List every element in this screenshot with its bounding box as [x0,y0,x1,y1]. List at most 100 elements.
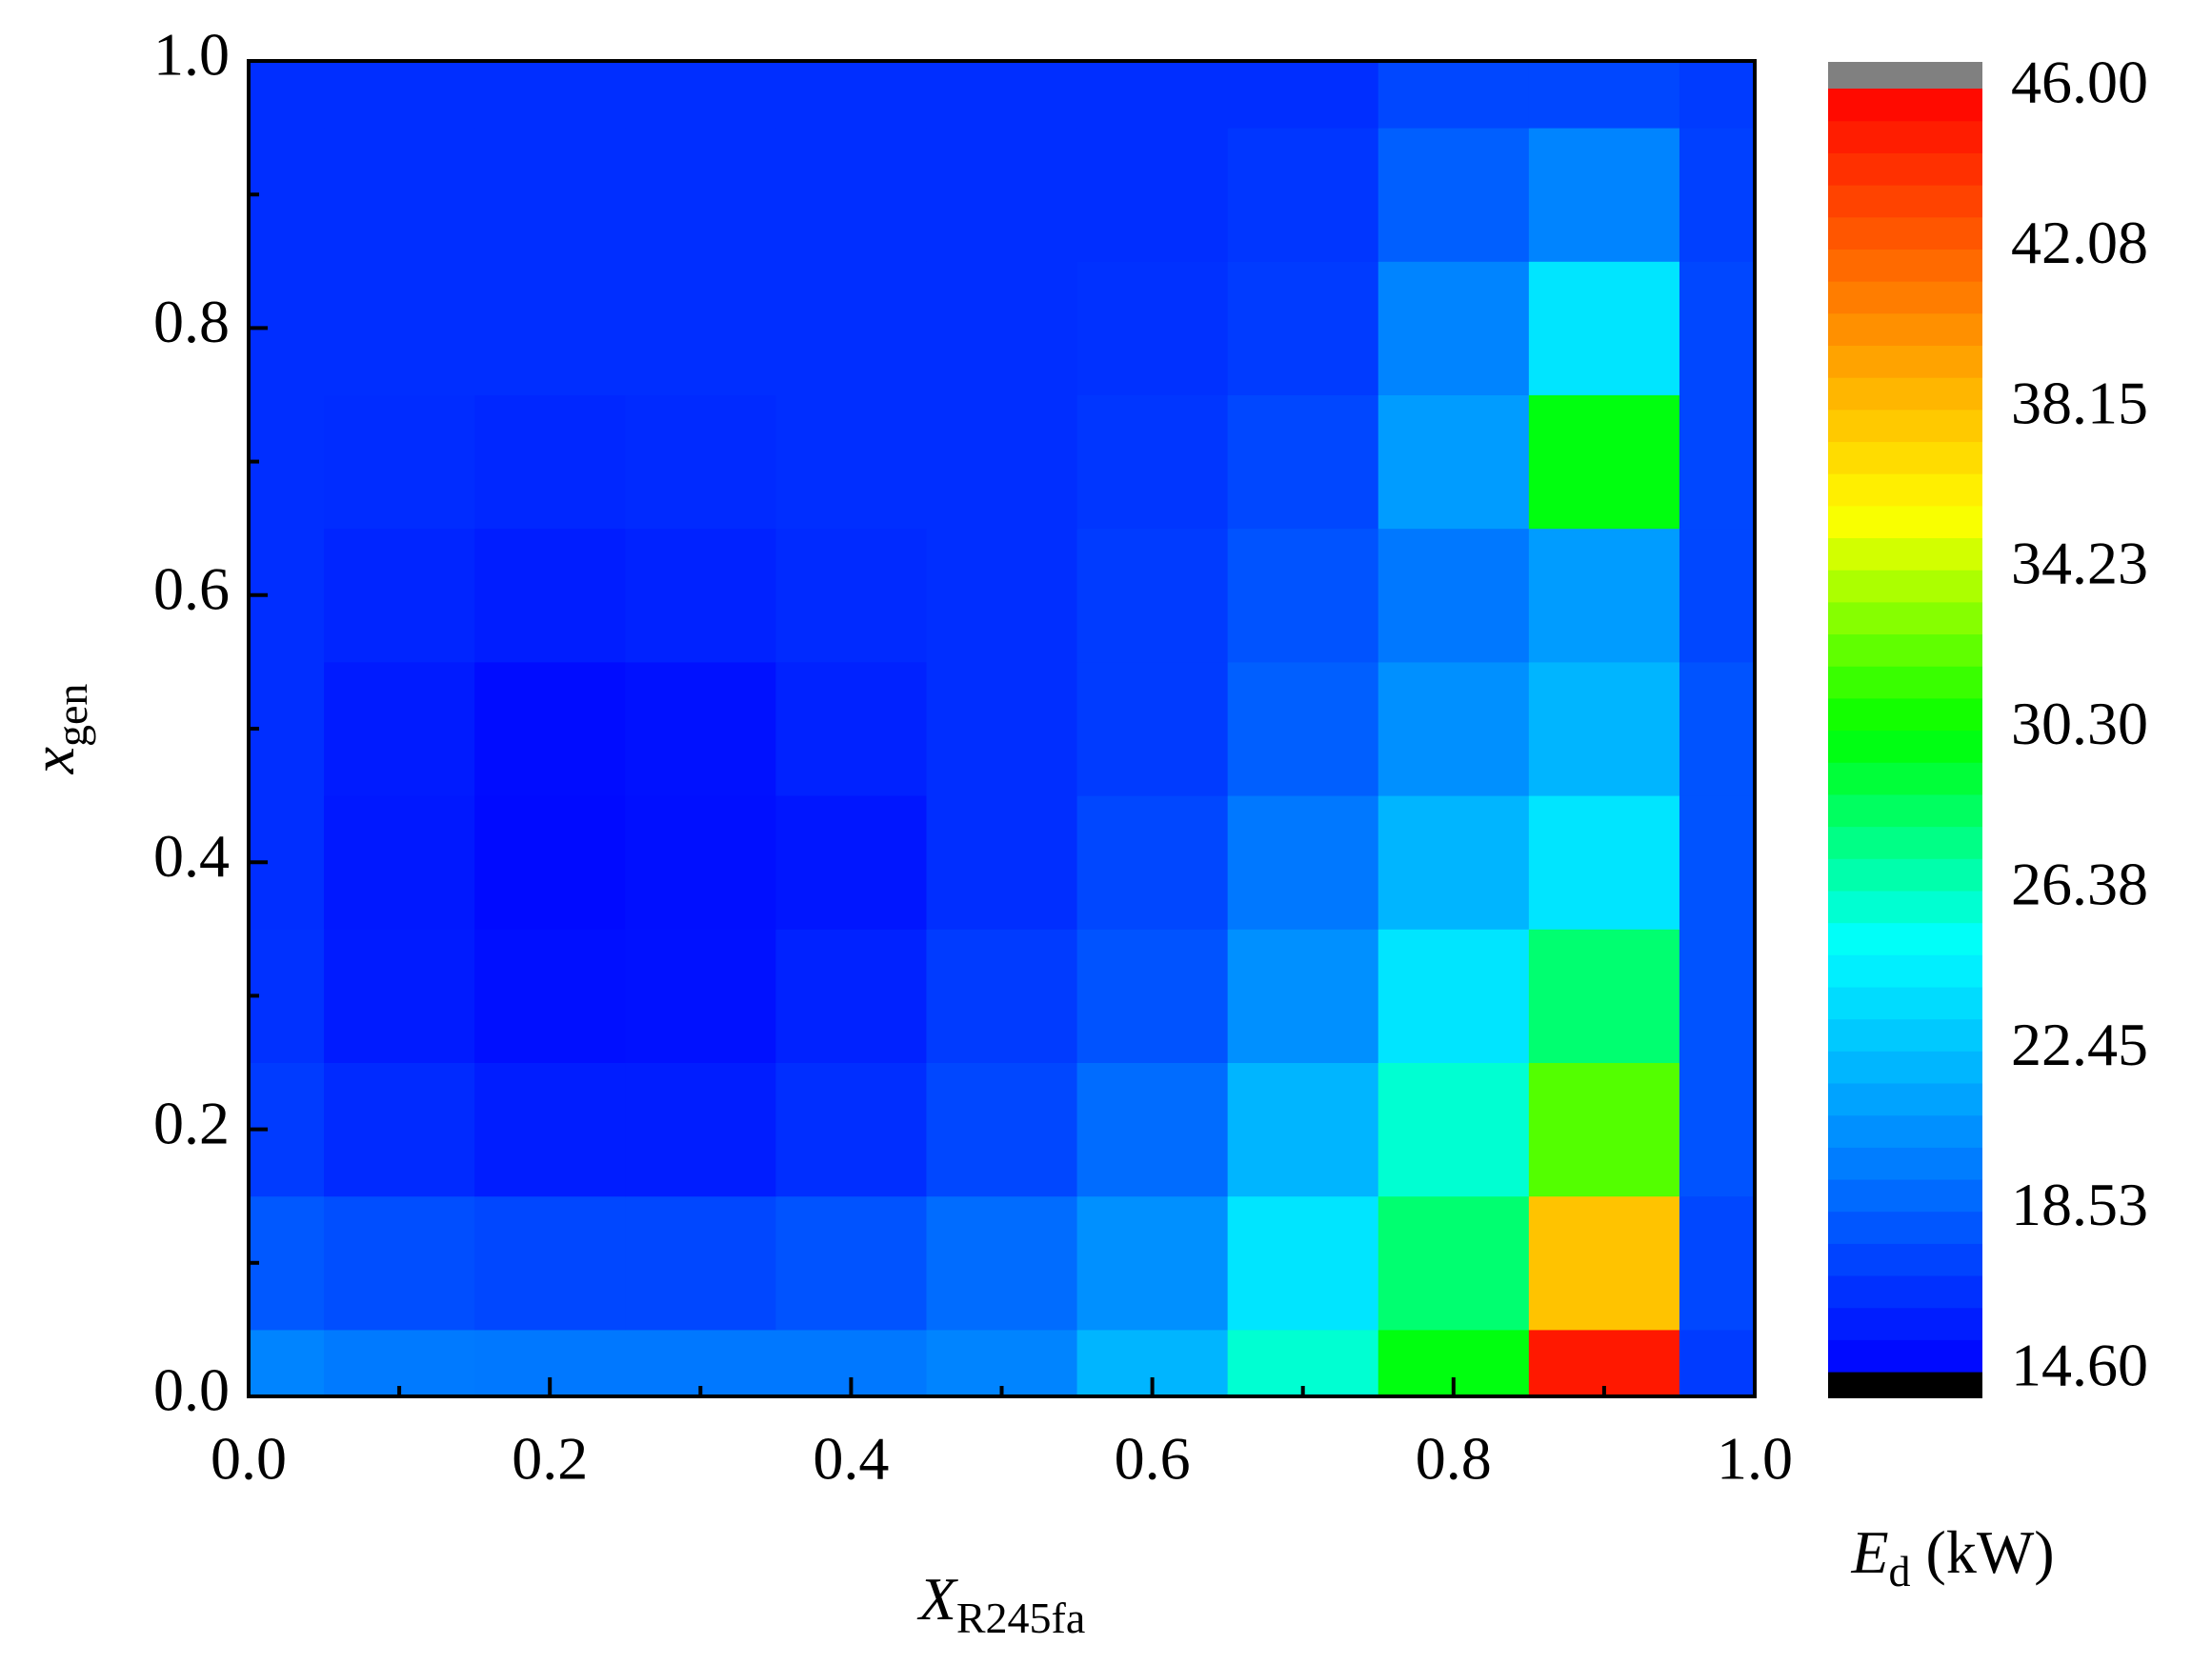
colorbar-band [1828,152,1982,186]
contour-cell [474,261,626,395]
contour-cell [324,1062,475,1197]
contour-cell [1076,61,1229,129]
y-label-main: x [19,747,87,774]
contour-cell [474,61,626,129]
contour-cell [1528,528,1680,663]
colorbar-band [1828,345,1982,378]
contour-cell [926,528,1078,663]
contour-cell [474,128,626,262]
colorbar-band [1828,120,1982,153]
contour-cell [324,1329,475,1396]
contour-cell [1377,929,1530,1063]
contour-cell [1076,661,1229,796]
colorbar-tick-label: 22.45 [2011,1011,2148,1078]
contour-cell [1377,1195,1530,1331]
colorbar-band [1828,216,1982,250]
contour-cell [1377,61,1530,129]
contour-cell [1679,528,1755,663]
colorbar-band [1828,441,1982,474]
contour-cell [1528,128,1680,262]
contour-cell [1377,661,1530,796]
contour-cell [1227,528,1379,663]
x-tick-label: 0.4 [813,1425,889,1493]
y-tick-label: 0.6 [153,554,230,622]
contour-cell [625,61,776,129]
colorbar-tick-label: 46.00 [2011,49,2148,116]
contour-cell [1227,795,1379,930]
contour-cell [775,528,927,663]
contour-cell [1227,394,1379,530]
colorbar-band [1828,666,1982,699]
contour-cell [1076,528,1229,663]
contour-cell [474,394,626,530]
contour-cell [249,128,325,262]
x-label-main: X [916,1565,959,1633]
y-tick-label: 0.2 [153,1089,230,1156]
colorbar-band [1828,793,1982,828]
colorbar-band [1828,730,1982,763]
contour-cell [1528,929,1680,1063]
contour-cell [1528,661,1680,796]
contour-cell [1377,528,1530,663]
contour-cell [1227,929,1379,1063]
colorbar-band [1828,537,1982,571]
colorbar-band [1828,1178,1982,1213]
colorbar-tick-label: 34.23 [2011,530,2148,597]
contour-cell [324,61,475,129]
y-tick-label: 0.4 [153,822,230,890]
y-label-sub: gen [48,684,96,747]
colorbar-band [1828,1339,1982,1373]
contour-cell [474,1195,626,1331]
contour-cell [1528,1195,1680,1331]
contour-cell [1227,128,1379,262]
cb-label-sub: d [1889,1547,1911,1595]
contour-cell [926,128,1078,262]
colorbar-band [1828,890,1982,924]
contour-cell [625,261,776,395]
contour-cell [775,661,927,796]
colorbar-band [1828,1307,1982,1340]
contour-cell [775,1195,927,1331]
contour-cell [1528,261,1680,395]
contour-cell [1679,261,1755,395]
colorbar-band [1828,826,1982,859]
contour-cell [1227,1195,1379,1331]
contour-cell [775,929,927,1063]
contour-cell [249,61,325,129]
contour-cell [249,394,325,530]
colorbar-label: Ed (kW) [1850,1518,2054,1595]
contour-cell [1076,1195,1229,1331]
x-tick-label: 0.6 [1115,1425,1191,1493]
contour-cell [1528,394,1680,530]
contour-cell [1679,1195,1755,1331]
colorbar-band [1828,922,1982,955]
contour-cell [1227,661,1379,796]
contour-cell [1227,61,1379,129]
contour-cell [1679,929,1755,1063]
contour-cell [926,394,1078,530]
contour-cell [775,1062,927,1197]
contour-cell [324,929,475,1063]
contour-cell [249,1329,325,1396]
contour-cell [1377,128,1530,262]
colorbar-band [1828,858,1982,892]
colorbar-band [1828,473,1982,507]
colorbar-tick-label: 18.53 [2011,1171,2148,1238]
contour-cell [1377,394,1530,530]
contour-cell [1377,795,1530,930]
colorbar-band [1828,185,1982,218]
colorbar-band [1828,377,1982,411]
contour-cell [474,929,626,1063]
contour-cell [324,128,475,262]
colorbar-tick-label: 26.38 [2011,850,2148,917]
contour-cell [249,929,325,1063]
colorbar-band [1828,1082,1982,1116]
colorbar-band [1828,1147,1982,1180]
colorbar-over [1828,62,1982,89]
contour-cell [775,795,927,930]
contour-cell [1076,1062,1229,1197]
contour-cell [1227,1062,1379,1197]
contour-cell [1076,261,1229,395]
x-tick-label: 1.0 [1717,1425,1793,1493]
